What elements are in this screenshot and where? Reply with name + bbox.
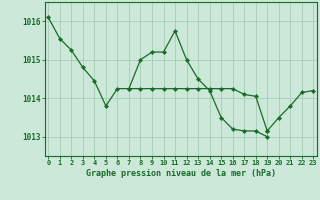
X-axis label: Graphe pression niveau de la mer (hPa): Graphe pression niveau de la mer (hPa) bbox=[86, 169, 276, 178]
